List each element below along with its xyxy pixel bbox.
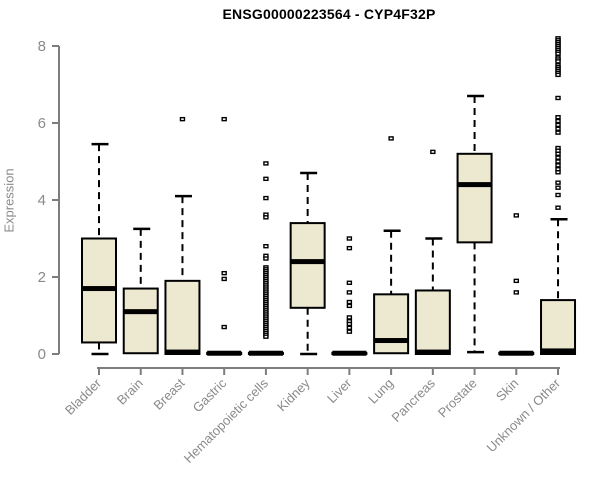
outlier-point [221,116,227,122]
x-tick-label: Gastric [190,375,230,415]
outlier-point [221,324,227,330]
outlier-point [555,185,561,190]
outlier-point [513,278,519,284]
outlier-point [263,334,269,339]
box-liver [331,236,368,356]
outlier-point [346,315,353,320]
x-tick-label: Pancreas [389,375,439,425]
outlier-point [555,192,561,198]
outlier-point [555,118,561,124]
outlier-point [221,276,227,282]
box-brain [122,227,159,355]
x-tick-label: Bladder [62,375,105,418]
outlier-point [513,290,519,295]
outlier-point [555,163,561,168]
outlier-point [346,280,353,285]
x-tick-label: Breast [150,375,187,412]
box-hematopoietic-cells [247,161,284,356]
outlier-point [388,136,394,141]
box-gastric [206,116,243,356]
outlier-point [346,236,353,241]
y-axis: 0 2 4 6 8 [38,38,60,363]
outlier-point [555,95,561,101]
outlier-point [263,215,269,220]
box-kidney [289,171,326,356]
y-tick-label: 0 [38,346,46,363]
outlier-point [221,270,227,276]
outlier-point [346,325,353,331]
box-pancreas [414,149,451,356]
outlier-point [555,159,561,164]
outlier-point [555,115,561,120]
x-tick-label: Unknown / Other [484,375,564,455]
outlier-point [555,72,561,78]
outlier-point [513,213,519,218]
outlier-point [263,243,269,249]
outlier-point [346,303,353,309]
x-tick-label: Prostate [435,376,480,421]
outlier-point [555,205,561,210]
x-tick-label: Lung [365,376,396,407]
box-unknown-other [540,36,577,356]
box-skin [498,213,535,356]
outlier-point [555,59,561,64]
box-bladder [81,142,117,356]
outlier-point [346,329,353,334]
outlier-point [555,51,561,56]
outlier-point [430,149,436,155]
outlier-point [179,116,186,122]
chart-title: ENSG00000223564 - CYP4F32P [222,6,436,22]
y-tick-label: 8 [38,38,46,55]
outlier-point [346,245,353,251]
x-tick-label: Skin [493,376,521,404]
outlier-point [263,176,269,182]
box-breast [164,116,201,356]
outlier-point [346,299,353,305]
y-tick-label: 2 [38,269,46,286]
outlier-point [555,180,561,185]
box-prostate [456,94,493,354]
y-tick-label: 6 [38,115,46,132]
outlier-point [555,130,561,135]
x-tick-label: Kidney [274,375,313,414]
outlier-point [263,256,269,261]
outlier-point [555,151,561,157]
outlier-point [555,170,561,175]
outlier-point [263,195,269,201]
y-tick-label: 4 [38,192,46,209]
outlier-point [555,155,561,160]
outlier-point [263,161,269,166]
outlier-point [555,126,561,131]
outlier-point [346,290,353,295]
x-tick-label: Liver [324,375,355,406]
x-tick-label: Brain [114,376,146,408]
outlier-point [555,122,561,128]
outlier-point [346,321,353,327]
box-lung [373,136,410,355]
